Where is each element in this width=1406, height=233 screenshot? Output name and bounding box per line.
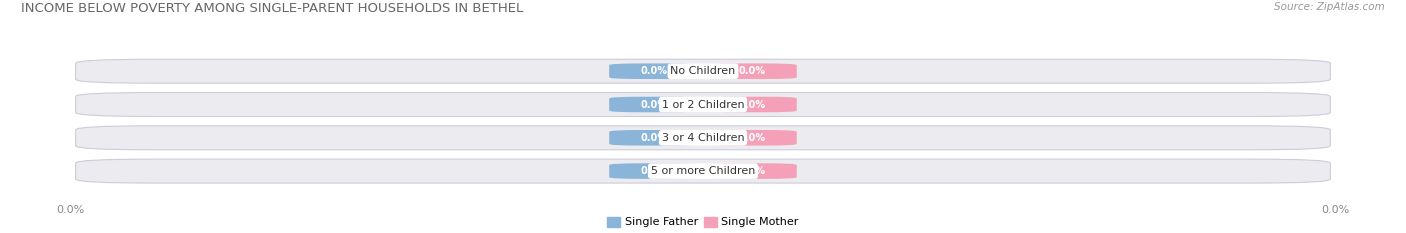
Text: 0.0%: 0.0% [56,205,84,215]
Legend: Single Father, Single Mother: Single Father, Single Mother [607,217,799,227]
Text: No Children: No Children [671,66,735,76]
Text: 0.0%: 0.0% [738,166,765,176]
Text: 5 or more Children: 5 or more Children [651,166,755,176]
Text: 0.0%: 0.0% [641,133,668,143]
FancyBboxPatch shape [609,97,700,112]
Text: 0.0%: 0.0% [738,66,765,76]
Text: 0.0%: 0.0% [738,99,765,110]
FancyBboxPatch shape [609,163,700,179]
FancyBboxPatch shape [706,63,797,79]
Text: 0.0%: 0.0% [641,166,668,176]
FancyBboxPatch shape [706,130,797,146]
Text: Source: ZipAtlas.com: Source: ZipAtlas.com [1274,2,1385,12]
FancyBboxPatch shape [609,130,700,146]
FancyBboxPatch shape [76,159,1330,183]
Text: 0.0%: 0.0% [1322,205,1350,215]
Text: 3 or 4 Children: 3 or 4 Children [662,133,744,143]
FancyBboxPatch shape [706,97,797,112]
Text: 0.0%: 0.0% [738,133,765,143]
FancyBboxPatch shape [76,93,1330,116]
Text: 0.0%: 0.0% [641,66,668,76]
FancyBboxPatch shape [76,126,1330,150]
FancyBboxPatch shape [609,63,700,79]
FancyBboxPatch shape [76,59,1330,83]
Text: INCOME BELOW POVERTY AMONG SINGLE-PARENT HOUSEHOLDS IN BETHEL: INCOME BELOW POVERTY AMONG SINGLE-PARENT… [21,2,523,15]
FancyBboxPatch shape [706,163,797,179]
Text: 0.0%: 0.0% [641,99,668,110]
Text: 1 or 2 Children: 1 or 2 Children [662,99,744,110]
